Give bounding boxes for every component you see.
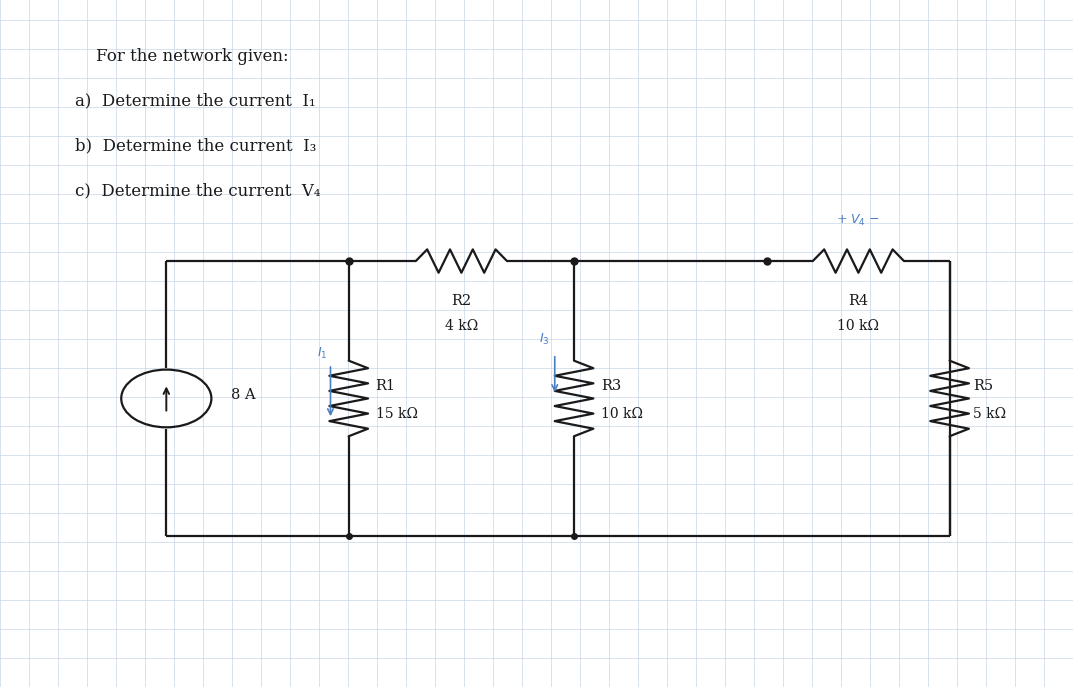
Text: R2: R2 [452, 294, 471, 308]
Text: R3: R3 [601, 379, 621, 393]
Text: c)  Determine the current  V₄: c) Determine the current V₄ [75, 182, 321, 199]
Text: b)  Determine the current  I₃: b) Determine the current I₃ [75, 137, 317, 155]
Text: 10 kΩ: 10 kΩ [837, 319, 880, 333]
Text: R4: R4 [849, 294, 868, 308]
Text: For the network given:: For the network given: [75, 48, 289, 65]
Text: 10 kΩ: 10 kΩ [601, 407, 643, 420]
Text: R1: R1 [376, 379, 396, 393]
Text: 15 kΩ: 15 kΩ [376, 407, 417, 420]
Text: $I_1$: $I_1$ [317, 346, 327, 361]
Text: $I_3$: $I_3$ [539, 332, 549, 347]
Text: 8 A: 8 A [231, 388, 255, 402]
Text: 4 kΩ: 4 kΩ [445, 319, 477, 333]
Text: 5 kΩ: 5 kΩ [973, 407, 1006, 420]
Text: a)  Determine the current  I₁: a) Determine the current I₁ [75, 93, 315, 110]
Text: R5: R5 [973, 379, 994, 393]
Text: + $V_4$ −: + $V_4$ − [836, 213, 881, 228]
